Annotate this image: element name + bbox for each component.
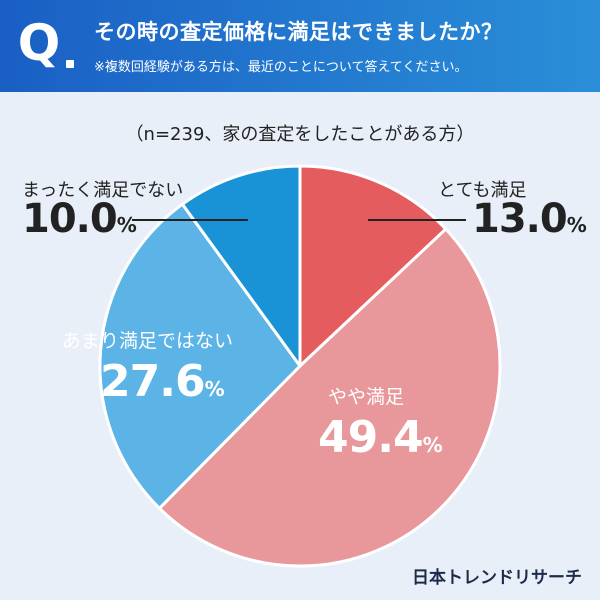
question-note: ※複数回経験がある方は、最近のことについて答えてください。 [94,60,468,75]
slice-value-very-satisfied: 13.0% [472,196,587,242]
slice-label-very-satisfied: とても満足 [438,180,527,201]
brand-logo: 日本トレンドリサーチ [412,568,582,588]
pie-slice-not-satisfied-at-all [180,164,302,368]
slice-value-somewhat-satisfied: 49.4% [318,412,443,463]
sample-note: （n=239、家の査定をしたことがある方） [125,124,475,145]
q-dot-icon [66,60,74,68]
question-title: その時の査定価格に満足はできましたか？ [94,20,503,44]
pie-slice-not-very-satisfied [98,202,302,510]
pie-slices [98,164,502,568]
q-icon: Q [17,14,61,72]
slice-label-not-very-satisfied: あまり満足ではない [62,330,234,352]
question-header: Q その時の査定価格に満足はできましたか？ ※複数回経験がある方は、最近のことに… [0,0,600,92]
slice-value-not-satisfied-at-all: 10.0% [22,196,137,242]
pie-slice-somewhat-satisfied [157,227,502,568]
slice-label-somewhat-satisfied: やや満足 [328,386,405,408]
slice-label-not-satisfied-at-all: まったく満足でない [22,180,184,201]
slice-value-not-very-satisfied: 27.6% [100,356,225,407]
